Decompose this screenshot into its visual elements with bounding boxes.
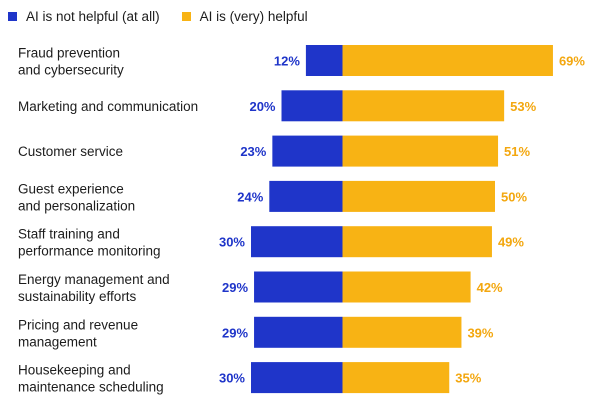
legend-item-helpful: AI is (very) helpful — [181, 8, 308, 24]
category-label: Customer service — [18, 144, 123, 159]
category-label: Housekeeping and maintenance scheduling — [18, 363, 164, 395]
bar-helpful — [342, 45, 553, 76]
category-label: Marketing and communication — [18, 99, 198, 114]
legend-swatch-not-helpful — [8, 11, 17, 21]
legend-label-helpful: AI is (very) helpful — [199, 8, 308, 24]
value-label-not-helpful: 29% — [222, 280, 248, 295]
category-label: Pricing and revenue management — [18, 317, 138, 349]
value-label-helpful: 35% — [455, 371, 481, 386]
value-label-helpful: 49% — [498, 235, 524, 250]
legend-swatch-helpful — [181, 11, 191, 21]
category-label: Energy management and sustainability effo… — [18, 272, 170, 304]
bar-helpful — [342, 226, 492, 258]
value-label-not-helpful: 23% — [240, 144, 266, 159]
value-label-helpful: 69% — [559, 54, 585, 69]
bar-not-helpful — [251, 362, 343, 394]
bar-not-helpful — [251, 226, 343, 258]
legend: AI is not helpful (at all) AI is (very) … — [8, 6, 330, 26]
bar-helpful — [342, 90, 505, 122]
value-label-not-helpful: 29% — [222, 325, 248, 340]
bar-not-helpful — [254, 271, 343, 303]
category-label: Fraud prevention and cybersecurity — [18, 46, 124, 78]
value-label-helpful: 42% — [477, 280, 503, 295]
value-label-not-helpful: 20% — [249, 99, 275, 114]
value-label-helpful: 50% — [501, 189, 527, 204]
category-label: Guest experience and personalization — [18, 181, 135, 213]
value-label-not-helpful: 12% — [274, 54, 300, 69]
legend-label-not-helpful: AI is not helpful (at all) — [26, 8, 160, 24]
value-label-not-helpful: 30% — [219, 235, 245, 250]
legend-item-not-helpful: AI is not helpful (at all) — [8, 9, 160, 24]
bar-helpful — [342, 180, 495, 212]
bar-not-helpful — [254, 316, 343, 348]
value-label-helpful: 53% — [510, 99, 536, 114]
value-label-helpful: 39% — [467, 325, 493, 340]
bar-not-helpful — [305, 45, 343, 76]
value-label-not-helpful: 30% — [219, 371, 245, 386]
bar-not-helpful — [272, 135, 343, 167]
bar-helpful — [342, 135, 499, 167]
bar-helpful — [342, 271, 471, 303]
bar-helpful — [342, 316, 462, 348]
bar-helpful — [342, 362, 450, 394]
bar-not-helpful — [281, 90, 343, 122]
bar-not-helpful — [269, 180, 343, 212]
value-label-helpful: 51% — [504, 144, 530, 159]
category-label: Staff training and performance monitoring — [18, 227, 161, 259]
value-label-not-helpful: 24% — [237, 189, 263, 204]
